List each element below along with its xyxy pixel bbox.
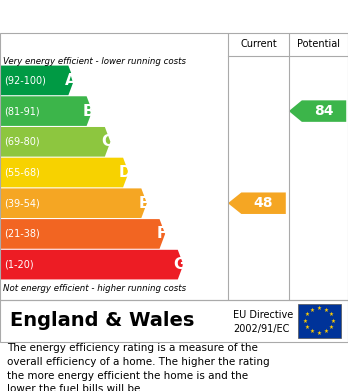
Polygon shape <box>1 188 147 218</box>
Text: (21-38): (21-38) <box>4 229 40 239</box>
Text: Energy Efficiency Rating: Energy Efficiency Rating <box>10 7 239 25</box>
Text: ★: ★ <box>331 319 336 323</box>
Text: Current: Current <box>240 39 277 49</box>
Text: D: D <box>119 165 132 180</box>
Text: G: G <box>174 257 186 272</box>
Text: E: E <box>138 196 149 211</box>
Text: (39-54): (39-54) <box>4 198 40 208</box>
Text: ★: ★ <box>317 331 322 336</box>
Text: ★: ★ <box>329 312 334 317</box>
Text: ★: ★ <box>310 308 315 312</box>
Text: ★: ★ <box>329 325 334 330</box>
Polygon shape <box>1 219 165 249</box>
Text: ★: ★ <box>305 325 310 330</box>
Text: F: F <box>157 226 167 241</box>
Polygon shape <box>1 66 74 95</box>
Text: ★: ★ <box>303 319 308 323</box>
Text: 2002/91/EC: 2002/91/EC <box>233 324 290 334</box>
Polygon shape <box>1 250 183 280</box>
Text: ★: ★ <box>305 312 310 317</box>
Text: Very energy efficient - lower running costs: Very energy efficient - lower running co… <box>3 57 187 66</box>
FancyBboxPatch shape <box>298 304 341 338</box>
Text: ★: ★ <box>324 329 329 334</box>
Text: (92-100): (92-100) <box>4 75 46 85</box>
Text: 48: 48 <box>253 196 273 210</box>
Text: EU Directive: EU Directive <box>233 310 293 320</box>
Text: C: C <box>101 134 112 149</box>
Polygon shape <box>1 158 129 187</box>
Polygon shape <box>228 192 286 214</box>
Text: (55-68): (55-68) <box>4 167 40 178</box>
Text: ★: ★ <box>310 329 315 334</box>
Polygon shape <box>1 96 92 126</box>
Text: (1-20): (1-20) <box>4 260 34 270</box>
Text: B: B <box>83 104 95 118</box>
Text: (81-91): (81-91) <box>4 106 40 116</box>
Polygon shape <box>1 127 110 157</box>
Text: The energy efficiency rating is a measure of the
overall efficiency of a home. T: The energy efficiency rating is a measur… <box>7 343 270 391</box>
Text: A: A <box>65 73 76 88</box>
Text: Potential: Potential <box>297 39 340 49</box>
Text: 84: 84 <box>315 104 334 118</box>
Polygon shape <box>289 100 346 122</box>
Text: ★: ★ <box>324 308 329 312</box>
Text: Not energy efficient - higher running costs: Not energy efficient - higher running co… <box>3 284 187 293</box>
Text: ★: ★ <box>317 306 322 311</box>
Text: England & Wales: England & Wales <box>10 312 195 330</box>
Text: (69-80): (69-80) <box>4 137 40 147</box>
